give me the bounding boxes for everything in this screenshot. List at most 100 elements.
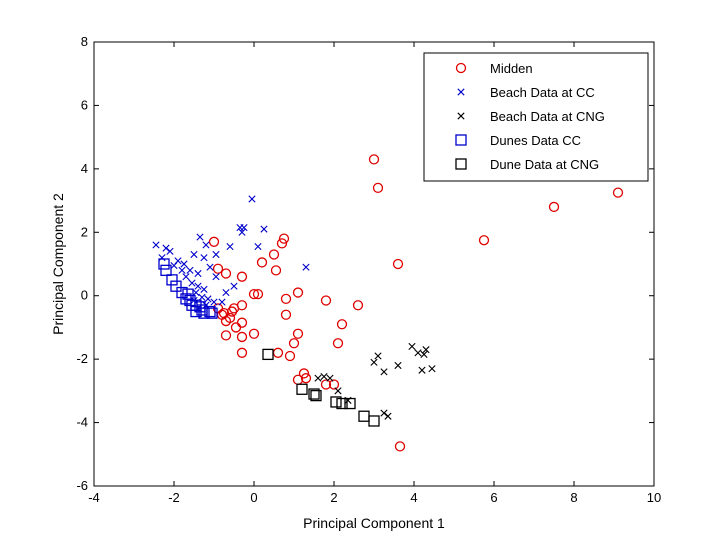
data-point	[230, 282, 238, 290]
data-point	[330, 396, 342, 408]
x-tick-label: 4	[410, 490, 417, 505]
y-tick-label: 0	[81, 288, 88, 303]
data-point	[298, 368, 310, 379]
series-1	[152, 195, 310, 312]
x-tick-label: 8	[570, 490, 577, 505]
y-axis-label: Principal Component 2	[50, 193, 66, 335]
data-point	[320, 379, 332, 390]
y-tick-label: 6	[81, 97, 88, 112]
data-point	[336, 319, 348, 330]
x-axis-label: Principal Component 1	[303, 515, 445, 531]
data-point	[212, 250, 220, 259]
data-point	[612, 187, 624, 198]
data-point	[310, 389, 322, 402]
legend-label: Dune Data at CNG	[490, 157, 599, 172]
data-point	[288, 338, 300, 349]
y-tick-label: 2	[81, 224, 88, 239]
data-point	[158, 254, 166, 262]
legend-marker	[455, 62, 467, 74]
data-point	[190, 305, 202, 318]
data-point	[314, 374, 322, 382]
data-point	[280, 293, 292, 305]
data-point	[392, 258, 404, 270]
x-tick-label: 2	[330, 490, 337, 505]
data-point	[152, 241, 160, 249]
data-point	[374, 352, 382, 360]
data-point	[200, 285, 208, 293]
data-point	[166, 274, 178, 286]
data-point	[254, 242, 262, 251]
data-point	[190, 250, 198, 259]
x-tick-label: -4	[88, 490, 100, 505]
data-point	[332, 338, 344, 349]
data-point	[248, 195, 256, 203]
data-point	[384, 412, 392, 420]
data-point	[252, 288, 264, 300]
data-point	[170, 261, 178, 270]
data-point	[236, 271, 248, 282]
data-point	[170, 280, 182, 292]
data-point	[206, 307, 218, 319]
data-point	[292, 287, 304, 298]
data-point	[202, 241, 210, 249]
data-point	[380, 368, 388, 376]
data-point	[336, 397, 348, 410]
data-point	[352, 300, 364, 311]
legend-label: Beach Data at CC	[490, 85, 595, 100]
data-point	[222, 288, 230, 297]
data-point	[226, 306, 238, 317]
data-point	[194, 269, 202, 278]
x-tick-label: 0	[250, 490, 257, 505]
data-point	[208, 236, 220, 247]
data-point	[292, 328, 304, 339]
data-point	[334, 387, 342, 395]
data-point	[180, 293, 192, 305]
x-tick-label: -2	[168, 490, 180, 505]
data-point	[196, 233, 204, 241]
data-point	[236, 317, 248, 328]
data-point	[300, 373, 312, 384]
legend-label: Midden	[490, 61, 533, 76]
data-point	[220, 315, 232, 327]
data-point	[308, 388, 320, 400]
data-point	[186, 299, 198, 311]
data-point	[320, 372, 328, 381]
data-point	[166, 247, 174, 255]
data-point	[206, 263, 214, 271]
data-point	[204, 305, 216, 318]
legend-marker	[455, 158, 467, 170]
data-point	[372, 182, 384, 194]
legend-label: Beach Data at CNG	[490, 109, 605, 124]
data-point	[256, 257, 268, 268]
data-point	[238, 228, 246, 236]
data-point	[236, 347, 248, 358]
legend: Midden Beach Data at CC Beach Data at CNG D…	[423, 52, 649, 182]
legend-marker	[457, 112, 465, 120]
y-tick-label: -2	[76, 351, 88, 366]
data-point	[296, 383, 308, 395]
data-point	[212, 273, 220, 281]
data-point	[380, 409, 388, 417]
data-point	[260, 225, 268, 233]
x-tick-label: 10	[647, 490, 661, 505]
data-point	[236, 331, 248, 343]
data-point	[320, 295, 332, 306]
data-point	[408, 342, 416, 351]
data-point	[394, 441, 406, 452]
data-point	[240, 223, 248, 232]
data-point	[276, 238, 288, 249]
data-point	[228, 303, 240, 314]
data-point	[422, 346, 430, 354]
data-point	[158, 258, 170, 270]
data-point	[220, 268, 232, 279]
legend-label: Dunes Data CC	[490, 133, 581, 148]
data-point	[328, 379, 340, 390]
data-point	[220, 330, 232, 341]
data-point	[302, 263, 310, 271]
data-point	[428, 365, 436, 373]
data-point	[418, 366, 426, 374]
data-point	[178, 266, 186, 274]
data-point	[186, 266, 194, 274]
y-tick-label: 8	[81, 34, 88, 49]
